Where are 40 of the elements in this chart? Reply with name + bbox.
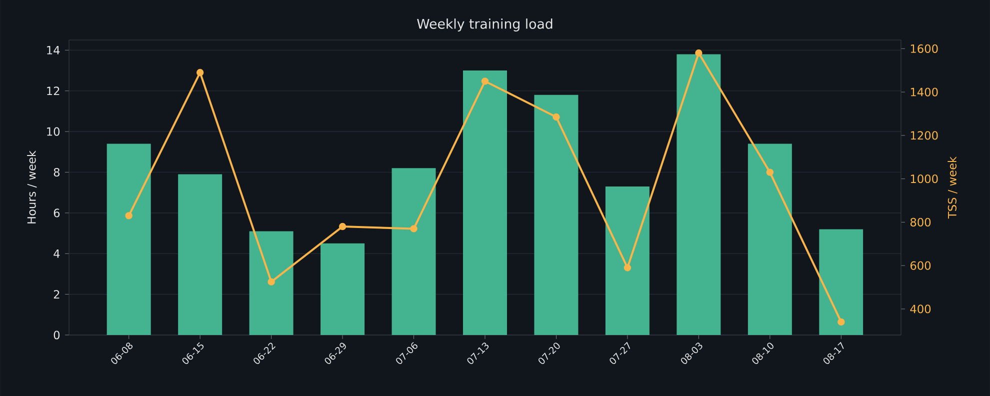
y2-tick-label: 1400 [910,88,938,96]
y-tick-label: 8 [54,168,60,177]
bar [534,94,578,335]
bar [320,243,365,335]
bar [463,70,507,335]
bar [106,144,151,335]
point [125,212,132,220]
y2-axis-title: TSS / week [948,156,958,219]
point [410,225,418,232]
point [766,168,774,176]
chart-title: Weekly training load [417,18,552,32]
point [268,278,275,286]
bar [249,231,294,335]
y2-tick-label: 1600 [910,44,938,53]
point [196,68,204,76]
y-tick-label: 10 [47,127,60,136]
bar [676,54,721,335]
y2-tick-label: 800 [910,218,931,226]
bar [819,229,864,335]
y-tick-label: 0 [54,330,60,340]
point [338,222,346,230]
y-tick-label: 6 [54,208,60,218]
point [624,264,632,272]
bar [392,168,436,335]
y2-tick-label: 600 [910,261,931,270]
point [481,78,489,85]
bar [605,186,650,335]
y-tick-label: 2 [54,290,60,299]
y2-tick-label: 1200 [910,131,938,140]
y-tick-label: 12 [47,86,60,96]
bar [748,144,792,335]
point [838,318,845,326]
y-axis-title: Hours / week [27,150,37,224]
y2-tick-label: 400 [910,304,931,314]
y2-tick-label: 1000 [910,174,938,184]
point [552,113,560,121]
point [695,49,702,57]
bar [178,174,222,335]
y-tick-label: 4 [54,249,60,258]
y-tick-label: 14 [47,46,60,54]
